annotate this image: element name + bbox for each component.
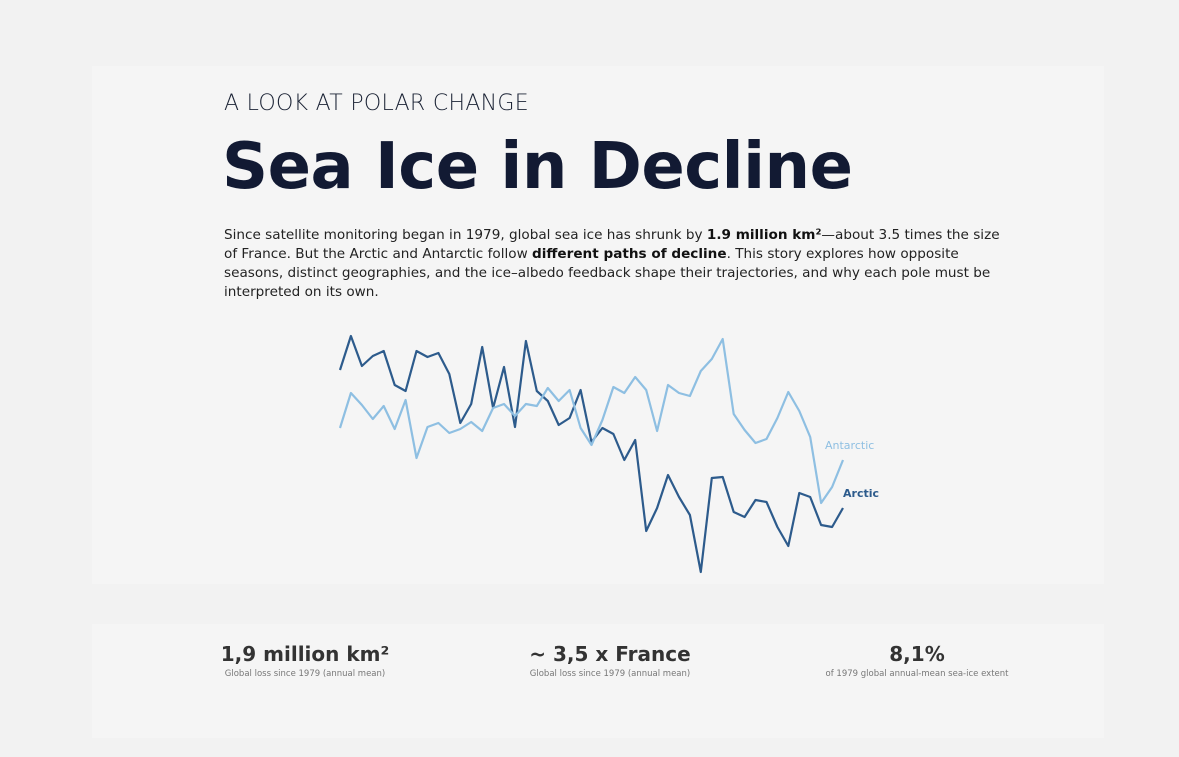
stat-caption: of 1979 global annual-mean sea-ice exten… <box>825 669 1009 679</box>
stat: ~ 3,5 x France Global loss since 1979 (an… <box>480 642 740 679</box>
series-label: Antarctic <box>825 439 874 452</box>
stat-caption: Global loss since 1979 (annual mean) <box>529 669 691 679</box>
stat-value: 8,1% <box>889 642 945 666</box>
series-line <box>338 337 845 505</box>
intro-text: Since satellite monitoring began in 1979… <box>224 227 707 243</box>
series-line <box>338 334 844 574</box>
stat-value: 1,9 million km² <box>220 642 390 666</box>
intro: Since satellite monitoring began in 1979… <box>224 226 1014 302</box>
chart: Arctic Antarctic <box>338 334 879 574</box>
story-panel <box>92 66 1104 584</box>
series-label: Arctic <box>843 487 879 500</box>
stat-value: ~ 3,5 x France <box>529 642 691 666</box>
stat: 1,9 million km² Global loss since 1979 (a… <box>175 642 435 679</box>
stats-panel <box>92 624 1104 738</box>
intro-text: . This story explores how opposite seaso… <box>224 246 991 300</box>
title: Sea Ice in Decline <box>222 130 853 204</box>
intro-highlight: different paths of decline <box>532 246 727 262</box>
stat-caption: Global loss since 1979 (annual mean) <box>224 669 386 679</box>
intro-text: —about 3.5 times the size of France. But… <box>224 227 1000 262</box>
intro-highlight: 1.9 million km² <box>706 227 822 243</box>
kicker: A LOOK AT POLAR CHANGE <box>224 91 529 116</box>
stat: 8,1% of 1979 global annual-mean sea-ice e… <box>787 642 1047 679</box>
